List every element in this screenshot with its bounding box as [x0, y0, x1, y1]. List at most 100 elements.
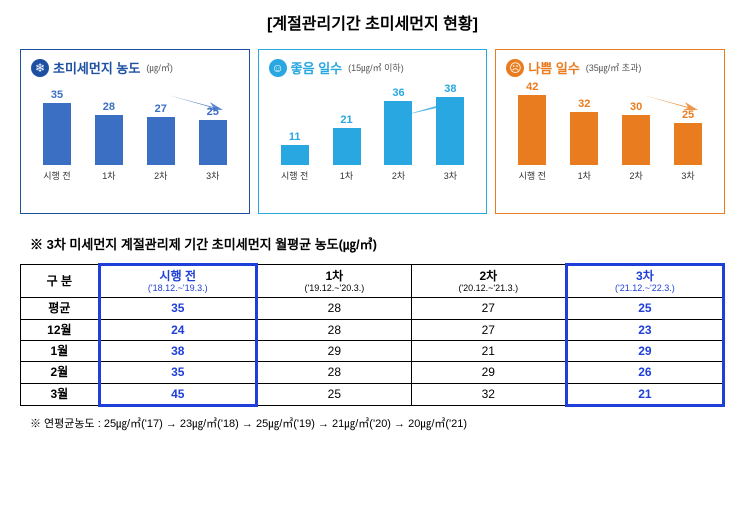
trend-arrow-icon — [638, 92, 698, 112]
table-column-header: 1차('19.12.~'20.3.) — [256, 265, 411, 298]
bar-column: 21 1차 — [321, 114, 373, 183]
table-row: 12월24282723 — [21, 319, 724, 340]
table-cell: 28 — [256, 298, 411, 319]
table-cell: 23 — [566, 319, 723, 340]
table-note: ※ 3차 미세먼지 계절관리제 기간 초미세먼지 월평균 농도(㎍/㎥) — [30, 234, 725, 253]
bars-area: 11시행 전211차362차383차 — [265, 87, 481, 182]
bar-column: 28 1차 — [83, 101, 135, 182]
table-cell: 28 — [256, 319, 411, 340]
bar-label: 1차 — [102, 169, 115, 182]
table-cell: 21 — [411, 340, 566, 361]
bar-label: 3차 — [681, 169, 694, 182]
bar-label: 2차 — [154, 169, 167, 182]
chart-subtitle: (15㎍/㎥ 이하) — [348, 61, 404, 74]
chart-emoji-icon: ☹ — [506, 59, 524, 77]
chart-emoji-icon: ☺ — [269, 59, 287, 77]
bar-column: 35 시행 전 — [31, 89, 83, 183]
bar-rect — [43, 103, 71, 166]
bar-label: 시행 전 — [281, 169, 308, 182]
bar-label: 2차 — [392, 169, 405, 182]
data-table: 구 분시행 전('18.12.~'19.3.)1차('19.12.~'20.3.… — [20, 263, 725, 407]
bar-column: 11 시행 전 — [269, 131, 321, 182]
bar-rect — [281, 145, 309, 165]
bar-rect — [622, 115, 650, 165]
chart-box-1: ☺좋음 일수(15㎍/㎥ 이하)11시행 전211차362차383차 — [258, 49, 488, 214]
chart-title: 좋음 일수 — [291, 58, 342, 77]
chart-header: ❄초미세먼지 농도 (㎍/㎥) — [27, 58, 243, 77]
bar-value: 35 — [51, 89, 63, 101]
table-header-row: 구 분시행 전('18.12.~'19.3.)1차('19.12.~'20.3.… — [21, 265, 724, 298]
footer-note: ※ 연평균농도 : 25㎍/㎥('17) → 23㎍/㎥('18) → 25㎍/… — [30, 415, 725, 431]
bar-label: 1차 — [578, 169, 591, 182]
table-cell: 26 — [566, 362, 723, 383]
chart-emoji-icon: ❄ — [31, 59, 49, 77]
table-head-label: 구 분 — [21, 265, 100, 298]
charts-row: ❄초미세먼지 농도(㎍/㎥)35시행 전281차272차253차☺좋음 일수(1… — [20, 49, 725, 214]
table-cell: 35 — [99, 298, 256, 319]
bar-rect — [333, 128, 361, 166]
bar-column: 32 1차 — [558, 98, 610, 182]
bar-label: 시행 전 — [43, 169, 70, 182]
bar-column: 42 시행 전 — [506, 81, 558, 182]
bar-value: 28 — [103, 101, 115, 113]
row-label: 3월 — [21, 383, 100, 405]
table-cell: 27 — [411, 319, 566, 340]
bar-label: 2차 — [630, 169, 643, 182]
bar-column: 253차 — [187, 106, 239, 182]
table-row: 평균35282725 — [21, 298, 724, 319]
table-cell: 21 — [566, 383, 723, 405]
chart-title: 초미세먼지 농도 — [53, 58, 140, 77]
bar-column: 302차 — [610, 101, 662, 182]
table-cell: 27 — [411, 298, 566, 319]
trend-arrow-icon — [400, 97, 460, 117]
table-cell: 28 — [256, 362, 411, 383]
table-cell: 25 — [566, 298, 723, 319]
table-column-header: 2차('20.12.~'21.3.) — [411, 265, 566, 298]
bar-rect — [570, 112, 598, 165]
table-cell: 25 — [256, 383, 411, 405]
table-cell: 29 — [566, 340, 723, 361]
table-cell: 35 — [99, 362, 256, 383]
bars-area: 42시행 전321차302차253차 — [502, 87, 718, 182]
chart-header: ☺좋음 일수 (15㎍/㎥ 이하) — [265, 58, 481, 77]
table-cell: 32 — [411, 383, 566, 405]
table-cell: 29 — [411, 362, 566, 383]
row-label: 평균 — [21, 298, 100, 319]
bar-label: 시행 전 — [519, 169, 546, 182]
bar-label: 1차 — [340, 169, 353, 182]
table-row: 3월45253221 — [21, 383, 724, 405]
trend-arrow-icon — [163, 92, 223, 112]
table-row: 2월35282926 — [21, 362, 724, 383]
row-label: 2월 — [21, 362, 100, 383]
bar-label: 3차 — [206, 169, 219, 182]
bar-value: 42 — [526, 81, 538, 93]
bar-label: 3차 — [444, 169, 457, 182]
row-label: 12월 — [21, 319, 100, 340]
bar-value: 38 — [444, 83, 456, 95]
bar-rect — [518, 95, 546, 165]
table-row: 1월38292129 — [21, 340, 724, 361]
chart-subtitle: (35㎍/㎥ 초과) — [586, 61, 642, 74]
row-label: 1월 — [21, 340, 100, 361]
chart-subtitle: (㎍/㎥) — [146, 61, 173, 74]
table-cell: 38 — [99, 340, 256, 361]
bar-rect — [147, 117, 175, 165]
bar-column: 272차 — [135, 103, 187, 182]
table-cell: 24 — [99, 319, 256, 340]
bar-rect — [674, 123, 702, 165]
table-column-header: 3차('21.12.~'22.3.) — [566, 265, 723, 298]
bar-column: 253차 — [662, 109, 714, 182]
bar-value: 11 — [289, 131, 301, 143]
bar-value: 32 — [578, 98, 590, 110]
bar-rect — [199, 120, 227, 165]
table-cell: 45 — [99, 383, 256, 405]
chart-box-0: ❄초미세먼지 농도 (㎍/㎥) 35 시행 전 28 1차 272차253차 — [20, 49, 250, 214]
table-cell: 29 — [256, 340, 411, 361]
chart-header: ☹나쁨 일수 (35㎍/㎥ 초과) — [502, 58, 718, 77]
bar-rect — [95, 115, 123, 165]
chart-title: 나쁨 일수 — [528, 58, 579, 77]
table-column-header: 시행 전('18.12.~'19.3.) — [99, 265, 256, 298]
bar-value: 21 — [340, 114, 352, 126]
main-title: [계절관리기간 초미세먼지 현황] — [20, 10, 725, 34]
chart-box-2: ☹나쁨 일수 (35㎍/㎥ 초과) 42 시행 전 32 1차 302차253차 — [495, 49, 725, 214]
